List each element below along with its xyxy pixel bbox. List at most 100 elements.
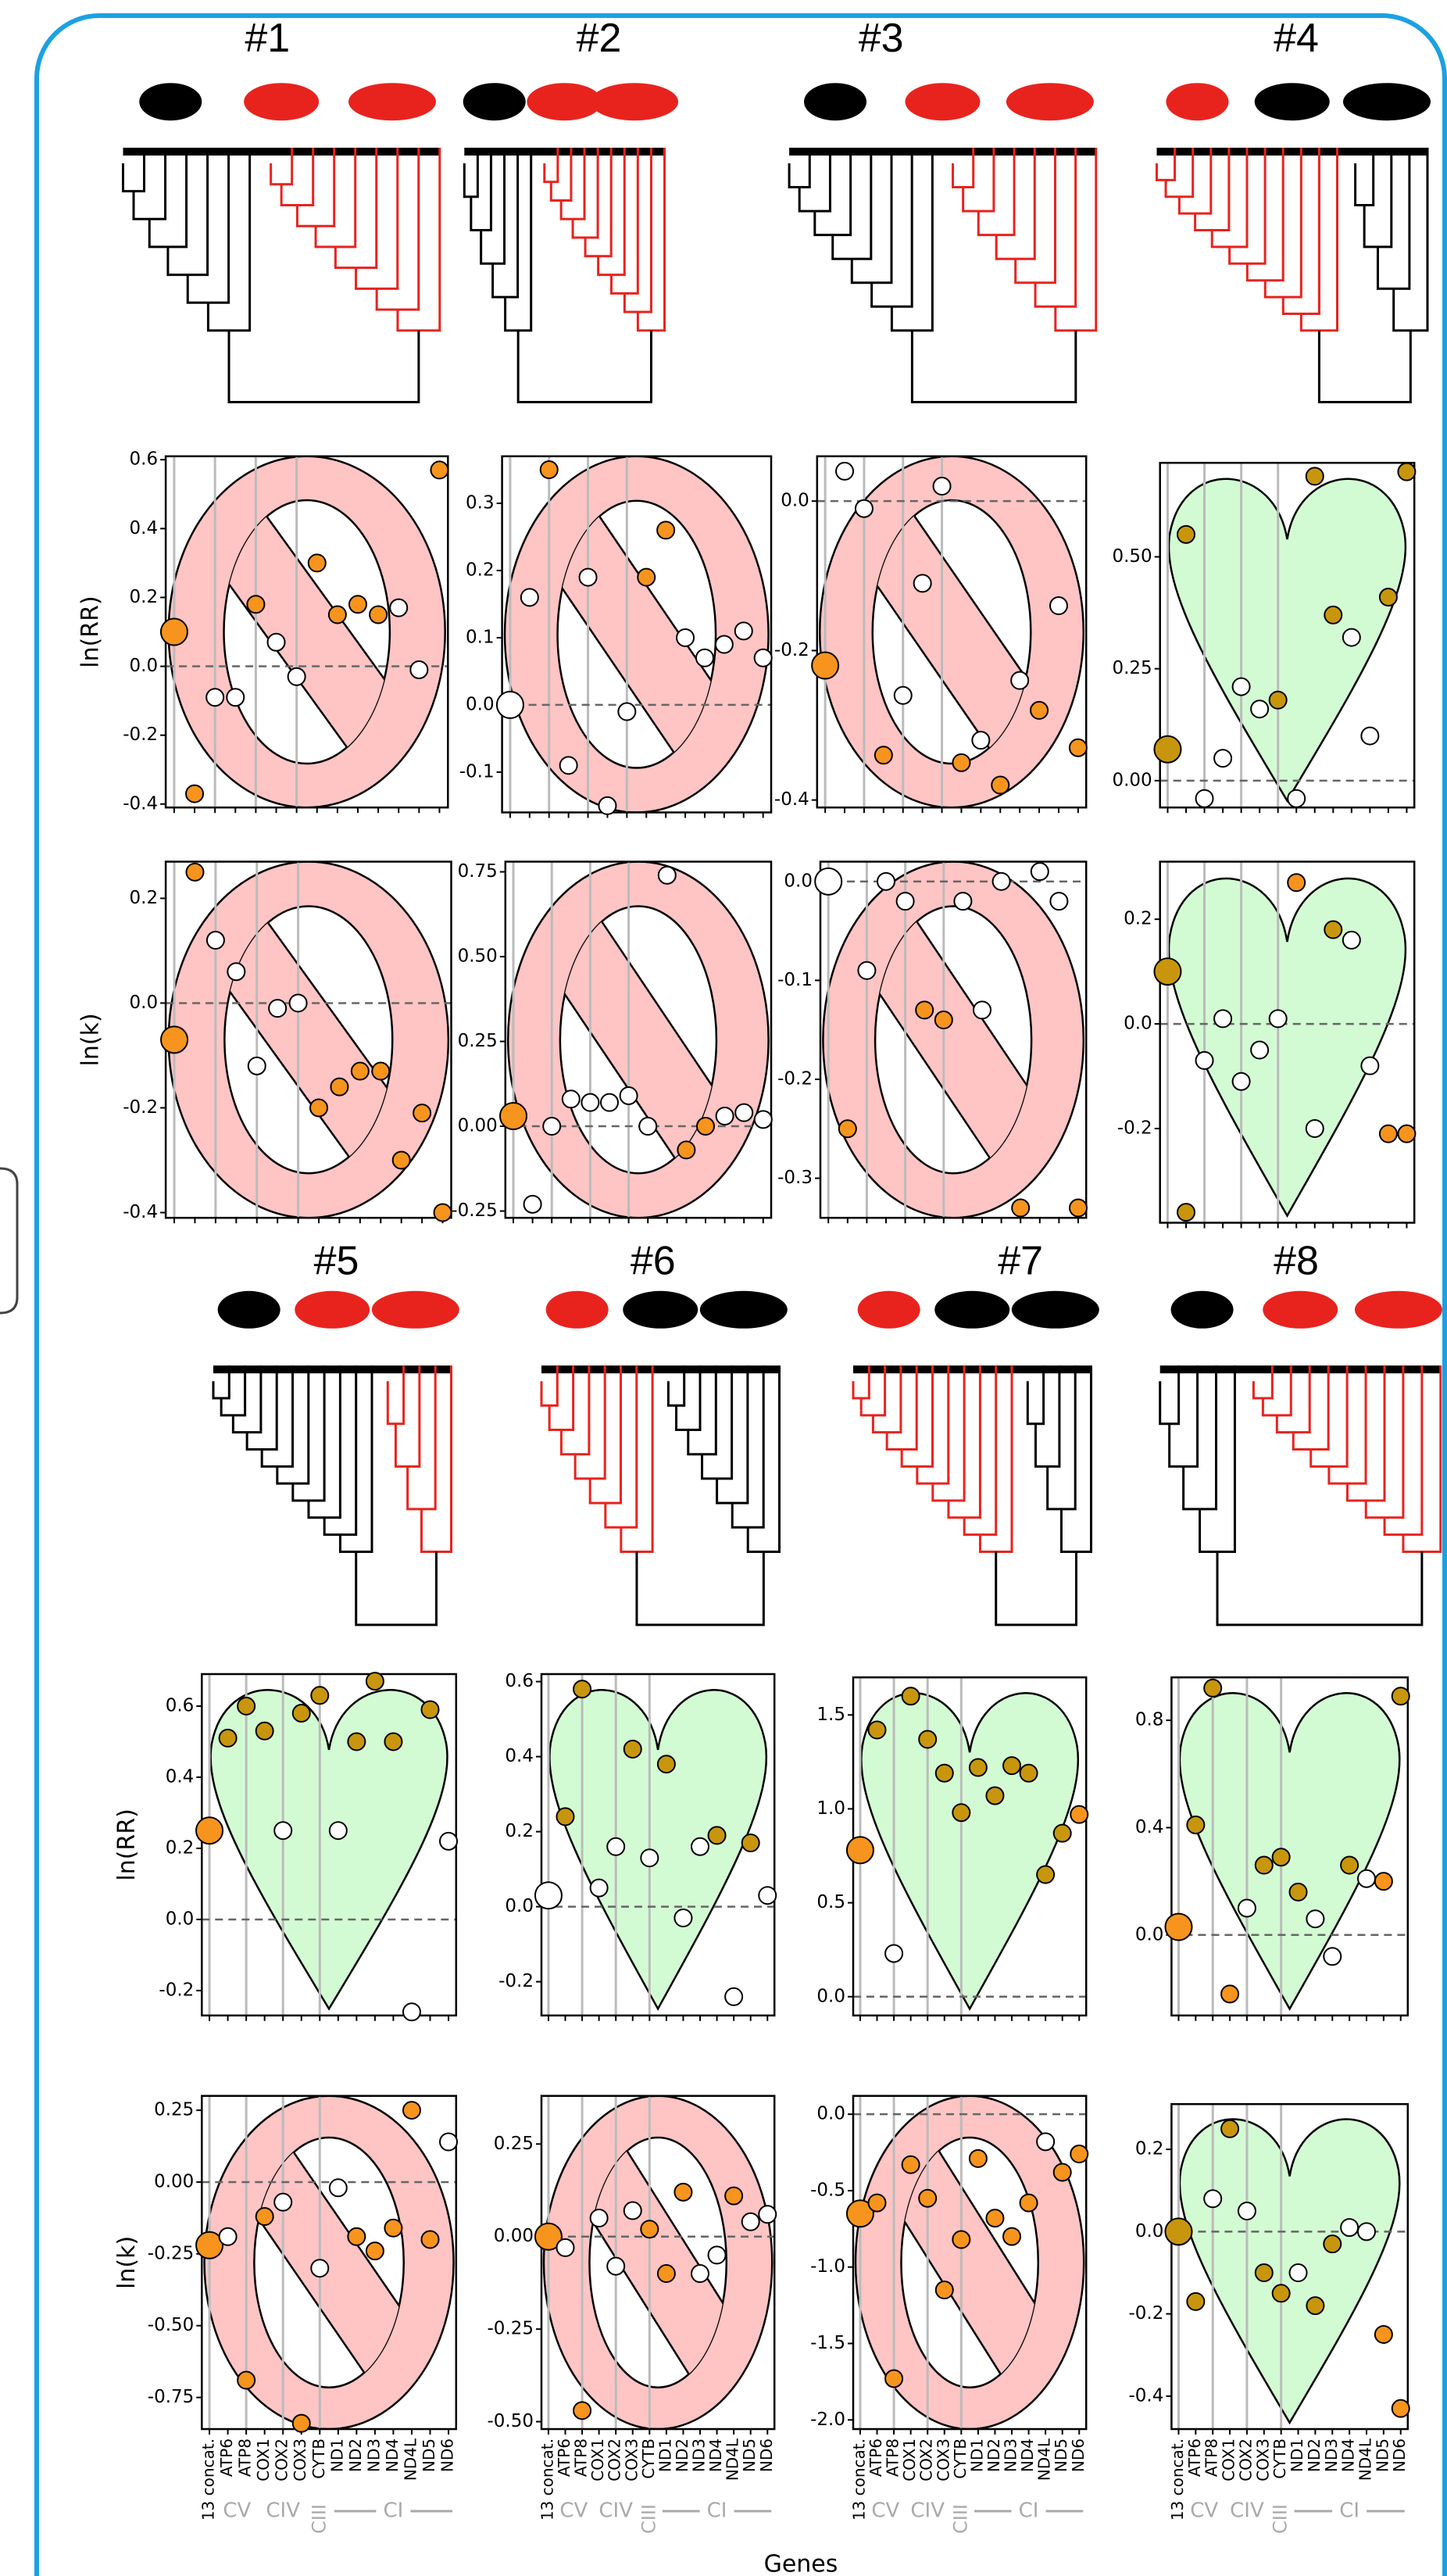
silhouette <box>139 83 202 120</box>
gene-label: ATP6 <box>555 2438 573 2477</box>
tree-root <box>1217 1551 1422 1625</box>
gene-label: ND5 <box>1052 2438 1070 2472</box>
gene-label: CYTB <box>1270 2438 1289 2479</box>
gene-label: COX3 <box>934 2438 952 2481</box>
point <box>1324 2235 1341 2252</box>
point <box>1288 874 1305 891</box>
point <box>431 461 448 478</box>
gene-label: ND4 <box>706 2438 725 2472</box>
tree-branch <box>677 1365 700 1429</box>
point <box>624 1741 641 1758</box>
gene-label: COX3 <box>622 2438 641 2481</box>
point <box>639 1118 656 1135</box>
point <box>677 1141 695 1158</box>
silhouette <box>591 83 678 120</box>
y-tick-label: 1.5 <box>816 1705 845 1725</box>
gene-label: COX3 <box>291 2438 309 2481</box>
y-tick-label: 0.2 <box>130 888 159 908</box>
y-tick-label: 0.0 <box>1135 2221 1164 2241</box>
point <box>206 689 223 706</box>
x-axis-label: Genes <box>764 2551 838 2576</box>
gene-label: ATP8 <box>236 2438 255 2477</box>
y-axis-label: ln(k) <box>77 1013 105 1066</box>
y-tick-label: 0.1 <box>466 627 495 647</box>
gene-label: COX2 <box>1236 2438 1255 2481</box>
point <box>936 2281 953 2299</box>
tree-branch <box>561 148 584 219</box>
y-tick-label: -0.4 <box>123 1202 158 1222</box>
point <box>952 2231 970 2249</box>
point <box>543 1118 560 1135</box>
y-tick-label: 0.4 <box>166 1766 195 1787</box>
gene-label: ATP8 <box>884 2438 902 2477</box>
gene-label: ND6 <box>1390 2438 1409 2472</box>
point <box>607 1838 624 1855</box>
point <box>624 2202 641 2220</box>
silhouette <box>623 1291 698 1329</box>
gene-label: COX1 <box>254 2438 273 2481</box>
point <box>1070 739 1087 757</box>
group-title: #2 <box>577 16 622 61</box>
tree-branch <box>1364 148 1392 247</box>
point <box>403 2003 420 2020</box>
point <box>1070 1806 1088 1823</box>
point <box>674 1909 691 1927</box>
point <box>934 478 951 495</box>
tree-branch <box>996 148 1034 259</box>
point <box>1270 1010 1287 1027</box>
point <box>1020 2195 1038 2212</box>
complex-label: CIV <box>910 2499 945 2523</box>
gene-label: ND6 <box>1069 2438 1088 2472</box>
point <box>919 1731 936 1748</box>
y-tick-label: 0.00 <box>1112 770 1152 790</box>
y-tick-label: 0.25 <box>458 1031 498 1051</box>
point <box>858 962 875 979</box>
point <box>935 1011 952 1029</box>
y-tick-label: 0.5 <box>816 1892 845 1912</box>
point <box>238 1698 255 1715</box>
gene-label: ND1 <box>327 2438 346 2472</box>
silhouette <box>527 83 602 120</box>
y-tick-label: 0.4 <box>130 518 159 538</box>
complex-label: CV <box>223 2499 251 2523</box>
y-tick-label: 0.4 <box>505 1746 534 1766</box>
point <box>348 2228 365 2245</box>
point <box>421 2231 438 2248</box>
point <box>186 864 203 881</box>
point <box>1324 1948 1341 1965</box>
group-title: #1 <box>245 16 290 61</box>
point <box>352 1063 369 1080</box>
point <box>919 2190 936 2207</box>
point <box>1011 672 1028 689</box>
complex-label: CV <box>559 2499 588 2523</box>
y-tick-label: 0.00 <box>154 2171 194 2191</box>
point <box>196 1817 223 1844</box>
y-tick-label: 0.50 <box>458 946 498 967</box>
point <box>1196 790 1213 807</box>
y-tick-label: -0.2 <box>123 1097 158 1118</box>
tree-branch <box>873 1365 901 1432</box>
silhouette <box>1255 83 1330 120</box>
gene-label: ND6 <box>757 2438 776 2472</box>
tree-branch <box>833 148 871 259</box>
gene-label: ND1 <box>656 2438 674 2472</box>
point <box>1398 463 1415 481</box>
silhouette <box>546 1291 609 1329</box>
point <box>1306 1120 1324 1137</box>
gene-label: ND5 <box>740 2438 759 2472</box>
y-tick-label: 0.2 <box>166 1837 195 1858</box>
point <box>993 873 1010 890</box>
point <box>836 463 853 480</box>
point <box>393 1151 410 1168</box>
gene-label: COX1 <box>1220 2438 1238 2481</box>
point <box>1398 1125 1415 1143</box>
gene-label: 13 concat. <box>1168 2438 1187 2521</box>
panel-bg <box>506 2048 810 2478</box>
point <box>1050 893 1067 910</box>
point <box>293 1705 310 1722</box>
tree-tips <box>853 1365 1092 1373</box>
complex-label: CV <box>1190 2499 1218 2523</box>
point <box>815 868 841 895</box>
point <box>535 1882 562 1909</box>
point <box>916 1001 933 1018</box>
